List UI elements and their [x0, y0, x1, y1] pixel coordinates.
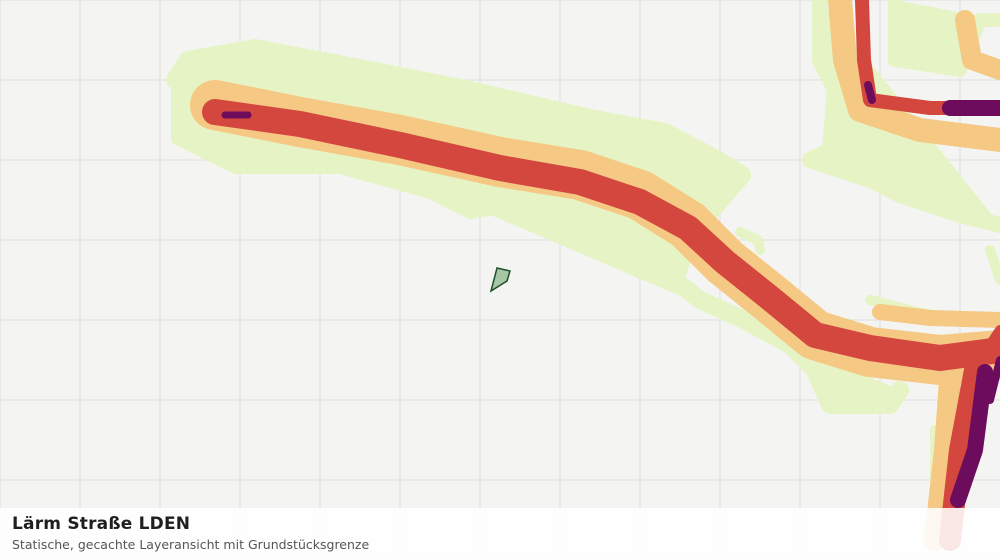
parcel-boundary[interactable]: [489, 267, 511, 293]
map-subtitle: Statische, gecachte Layeransicht mit Gru…: [12, 537, 370, 552]
noise-band-very-high: [221, 81, 1000, 508]
map-title: Lärm Straße LDEN: [12, 514, 191, 534]
map-caption: Lärm Straße LDEN Statische, gecachte Lay…: [0, 508, 1000, 560]
